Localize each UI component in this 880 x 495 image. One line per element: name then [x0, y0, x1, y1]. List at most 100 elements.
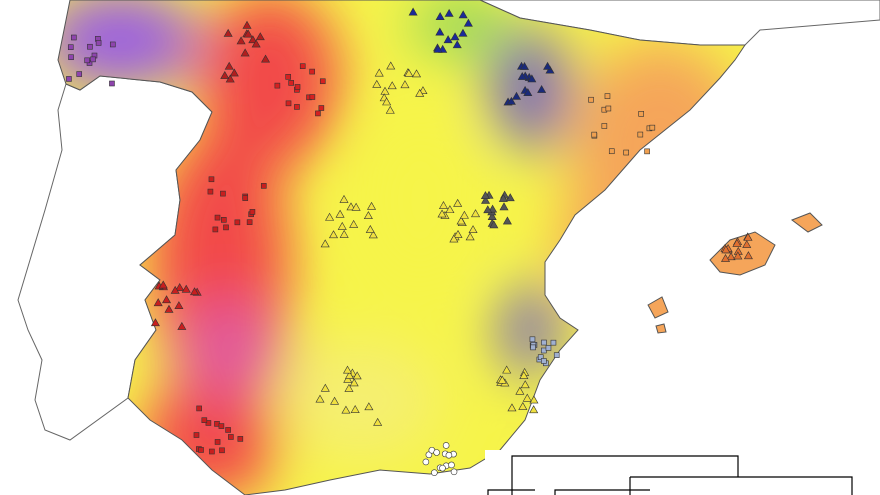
sample-marker: [288, 80, 294, 86]
sample-marker: [439, 464, 446, 472]
sample-marker: [433, 44, 443, 53]
sample-marker: [435, 27, 445, 36]
sample-marker: [541, 339, 547, 346]
dendrogram: [485, 450, 880, 495]
sample-marker: [732, 238, 742, 247]
sample-marker: [177, 321, 187, 330]
sample-marker: [309, 68, 315, 75]
sample-marker: [507, 403, 517, 412]
sample-marker: [67, 44, 74, 50]
sample-marker: [489, 220, 499, 229]
sample-marker: [385, 105, 395, 114]
sample-marker: [274, 82, 281, 89]
sample-marker: [223, 224, 229, 231]
sample-marker: [387, 81, 397, 90]
sample-marker: [438, 201, 448, 209]
sample-marker: [164, 304, 174, 313]
menorca: [790, 212, 823, 233]
sample-marker: [201, 417, 208, 424]
sample-marker: [208, 176, 215, 183]
sample-marker: [604, 93, 611, 99]
sample-marker: [720, 253, 731, 262]
sample-marker: [487, 212, 497, 220]
sample-marker: [318, 105, 325, 111]
sample-marker: [743, 232, 753, 241]
sample-marker: [350, 405, 360, 413]
sample-marker: [449, 234, 459, 243]
sample-marker: [294, 104, 300, 110]
sample-marker: [174, 301, 184, 310]
sample-marker: [219, 447, 225, 454]
sample-marker: [220, 70, 230, 79]
sample-marker: [320, 383, 330, 392]
sample-marker: [452, 40, 462, 49]
sample-marker: [445, 451, 453, 459]
spain-outline: [57, 0, 746, 495]
sample-marker: [335, 209, 345, 218]
sample-marker: [320, 239, 330, 248]
sample-marker: [497, 375, 507, 384]
sample-marker: [248, 35, 258, 44]
sample-marker: [511, 91, 522, 100]
sample-marker: [483, 205, 493, 214]
sample-marker: [315, 110, 321, 117]
sample-marker: [380, 86, 390, 95]
sample-marker: [309, 94, 316, 100]
sample-marker: [431, 469, 438, 476]
sample-marker: [444, 8, 454, 17]
sample-marker: [638, 111, 644, 117]
sample-marker: [721, 245, 731, 254]
ibiza: [647, 296, 669, 319]
sample-marker: [445, 205, 455, 214]
sample-marker: [344, 383, 354, 392]
sample-marker: [364, 402, 374, 411]
sample-marker: [225, 427, 231, 433]
sample-marker: [481, 195, 491, 204]
sample-marker: [373, 417, 383, 426]
sample-marker: [170, 285, 180, 294]
sample-marker: [529, 336, 536, 343]
sample-marker: [212, 226, 219, 233]
sample-marker: [242, 20, 252, 29]
sample-marker: [529, 405, 539, 414]
sample-marker: [498, 193, 508, 202]
sample-marker: [433, 449, 440, 456]
sample-marker: [529, 395, 539, 404]
sample-marker: [193, 432, 200, 438]
sample-marker: [342, 365, 353, 374]
sample-marker: [229, 68, 239, 77]
sample-marker: [733, 251, 743, 260]
sample-marker: [530, 344, 536, 351]
sample-marker: [453, 198, 463, 207]
sample-marker: [224, 61, 234, 70]
sample-marker: [349, 378, 359, 387]
sample-marker: [537, 85, 547, 93]
sample-marker: [448, 461, 455, 469]
sample-marker: [527, 74, 537, 83]
sample-marker: [400, 80, 410, 89]
sample-marker: [411, 69, 422, 78]
sample-marker: [386, 61, 396, 70]
sample-marker: [66, 76, 72, 82]
sample-marker: [458, 10, 468, 19]
sample-marker: [435, 12, 445, 20]
sample-marker: [545, 345, 552, 351]
sample-marker: [453, 229, 463, 238]
sample-marker: [415, 88, 425, 97]
sample-marker: [649, 124, 656, 131]
sample-marker: [543, 61, 553, 70]
sample-marker: [161, 295, 172, 304]
sample-marker: [109, 80, 115, 87]
sample-marker: [425, 451, 433, 459]
formentera: [655, 323, 667, 334]
sample-marker: [158, 280, 168, 289]
sample-marker: [228, 434, 234, 440]
sample-marker: [218, 423, 225, 429]
sample-marker: [372, 79, 382, 88]
sample-marker: [608, 148, 615, 155]
sample-marker: [499, 202, 509, 211]
sample-marker: [541, 358, 547, 364]
sample-marker: [196, 405, 202, 412]
